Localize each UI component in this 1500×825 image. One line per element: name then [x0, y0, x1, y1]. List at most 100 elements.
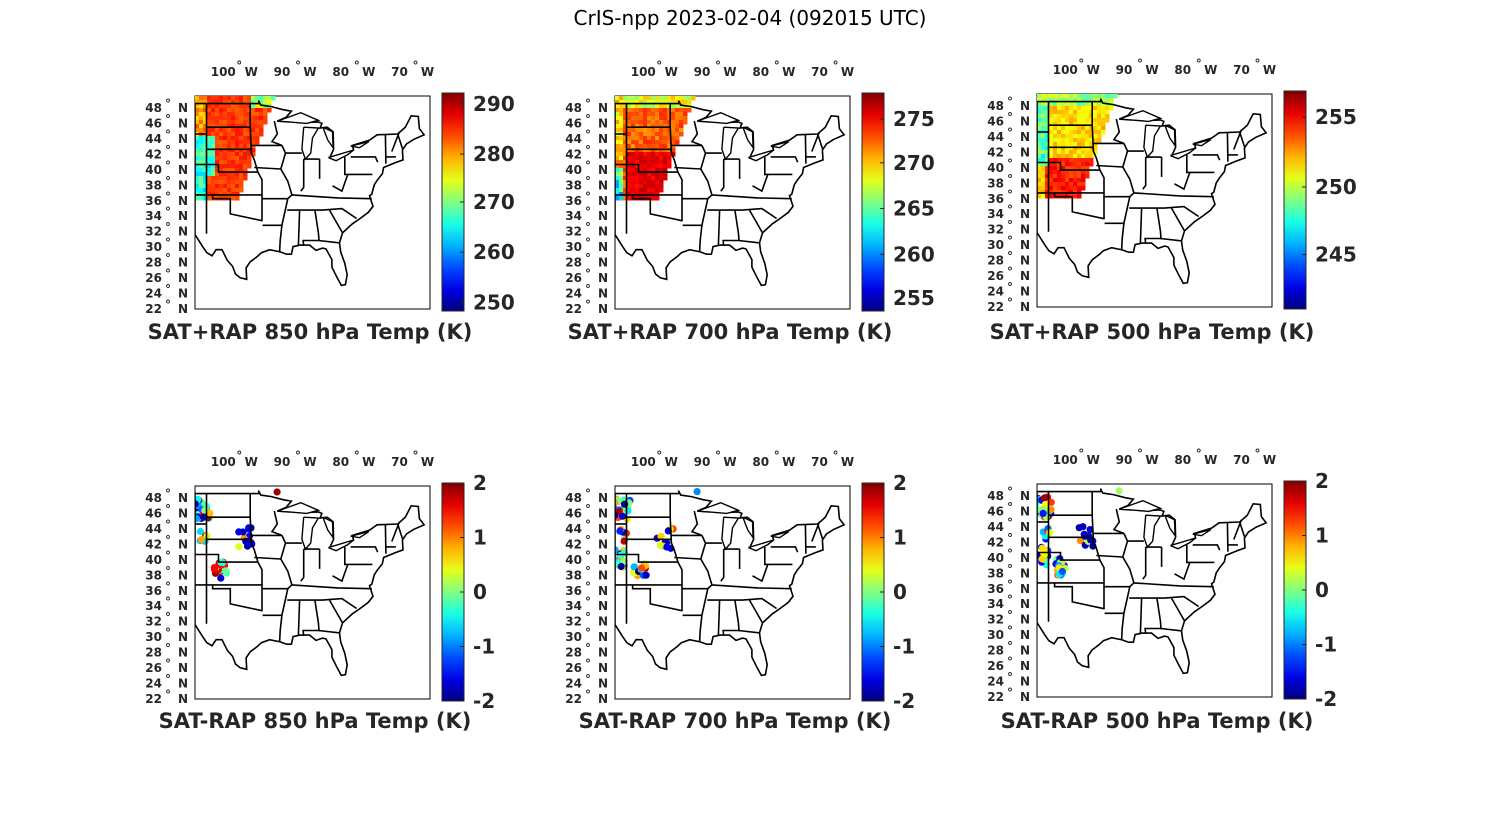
lat-tick-label: 26 ° N — [565, 657, 608, 675]
lake-outline — [277, 501, 321, 515]
lake-outline — [770, 530, 790, 539]
state-line — [344, 546, 373, 566]
swath-cell — [207, 96, 212, 101]
swath-cell — [647, 100, 652, 105]
state-line — [816, 523, 824, 539]
swath-cell — [683, 112, 688, 117]
swath-cell — [651, 160, 656, 165]
swath-cell — [1109, 106, 1114, 111]
diff-point — [1046, 529, 1054, 537]
swath-cell — [207, 188, 212, 193]
lat-tick-hem: N — [178, 537, 188, 551]
colorbar-tick-label: -1 — [893, 635, 915, 659]
swath-cell — [227, 128, 232, 133]
swath-cell — [1037, 182, 1042, 187]
swath-cell — [195, 184, 200, 189]
swath-cell — [675, 132, 680, 137]
swath-cell — [659, 168, 664, 173]
swath-cell — [663, 140, 668, 145]
lon-tick-label: 100 ° W — [211, 449, 258, 469]
lon-tick-label: 90 ° W — [694, 449, 737, 469]
swath-cell — [1053, 170, 1058, 175]
lat-tick-label: 38 ° N — [145, 564, 188, 582]
state-line — [1238, 521, 1246, 537]
lat-tick-deg: 26 — [987, 269, 1004, 283]
lat-tick-hem: N — [598, 163, 608, 177]
swath-cell — [1037, 146, 1042, 151]
swath-cell — [251, 132, 256, 137]
state-line — [211, 194, 263, 222]
swath-cell — [1089, 130, 1094, 135]
swath-cell — [211, 96, 216, 101]
lat-tick-label: 48 ° N — [565, 97, 608, 115]
swath-cell — [1037, 154, 1042, 159]
lon-tick-label: 70 ° W — [811, 449, 854, 469]
lat-tick-deg: 48 — [565, 101, 582, 115]
swath-cell — [623, 184, 628, 189]
state-line — [1226, 131, 1229, 162]
swath-cell — [1045, 106, 1050, 111]
swath-cell — [631, 172, 636, 177]
swath-cell — [627, 96, 632, 101]
colorbar-tick-label: -1 — [473, 635, 495, 659]
swath-cell — [631, 108, 636, 113]
lat-tick-degree: ° — [1007, 547, 1013, 561]
lat-tick-deg: 22 — [987, 690, 1004, 704]
lat-tick-deg: 44 — [565, 132, 582, 146]
swath-cell — [667, 152, 672, 157]
lat-tick-deg: 34 — [987, 207, 1004, 221]
lat-tick-deg: 28 — [987, 254, 1004, 268]
swath-cell — [631, 180, 636, 185]
swath-cell — [615, 172, 620, 177]
swath-cell — [235, 128, 240, 133]
swath-cell — [267, 108, 272, 113]
diff-point — [1086, 526, 1094, 534]
lon-tick-deg: 100 — [211, 65, 236, 79]
lat-tick-degree: ° — [165, 487, 171, 501]
swath-cell — [235, 188, 240, 193]
swath-cell — [1053, 94, 1058, 99]
lat-tick-label: 42 ° N — [565, 143, 608, 161]
swath-cell — [243, 112, 248, 117]
swath-cell — [255, 128, 260, 133]
state-line — [1142, 547, 1147, 580]
lake-outline — [721, 126, 740, 161]
swath-cell — [1065, 174, 1070, 179]
swath-cell — [1077, 114, 1082, 119]
swath-cell — [619, 168, 624, 173]
lat-tick-label: 44 ° N — [987, 516, 1030, 534]
swath-cell — [227, 140, 232, 145]
state-boundaries — [615, 100, 846, 287]
state-line — [1139, 598, 1143, 634]
swath-cell — [623, 116, 628, 121]
swath-cell — [203, 140, 208, 145]
swath-cell — [1041, 110, 1046, 115]
swath-cell — [615, 168, 620, 173]
lat-tick-degree: ° — [585, 518, 591, 532]
swath-cell — [667, 120, 672, 125]
swath-cell — [231, 172, 236, 177]
swath-cell — [251, 152, 256, 157]
state-line — [1037, 551, 1100, 561]
panel-850-diff: 100 ° W 90 ° W 80 ° W 70 ° W 48 ° N 46 ° N 44 ° N 42 ° N 40 ° N 38 °… — [130, 449, 560, 780]
swath-cell — [199, 100, 204, 105]
lat-tick-label: 28 ° N — [145, 642, 188, 660]
lat-tick-deg: 24 — [145, 677, 162, 691]
swath-cell — [215, 184, 220, 189]
swath-cell — [1049, 102, 1054, 107]
swath-cell — [627, 180, 632, 185]
swath-cell — [235, 168, 240, 173]
swath-cell — [203, 160, 208, 165]
swath-cell — [643, 116, 648, 121]
lat-tick-deg: 38 — [145, 568, 162, 582]
swath-cell — [239, 140, 244, 145]
colorbar-tick-label: 245 — [1315, 243, 1357, 267]
swath-cell — [615, 176, 620, 181]
swath-cell — [239, 156, 244, 161]
lat-tick-label: 32 ° N — [987, 219, 1030, 237]
state-line — [811, 131, 821, 152]
lat-tick-label: 26 ° N — [987, 655, 1030, 673]
swath-cell — [663, 112, 668, 117]
colorbar-tick-label: -2 — [1315, 687, 1337, 711]
